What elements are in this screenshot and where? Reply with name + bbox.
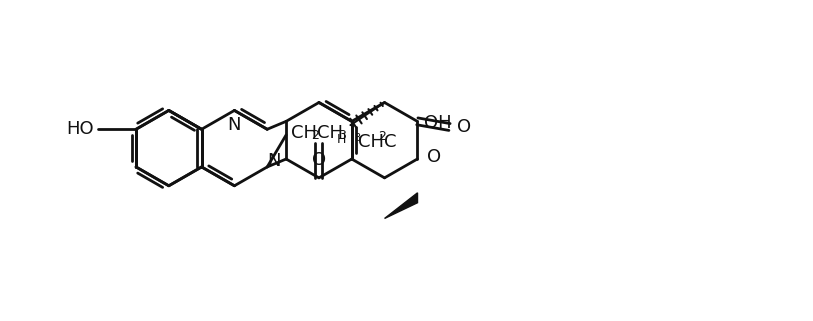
Text: 3: 3 [354, 133, 360, 143]
Text: N: N [267, 152, 281, 170]
Text: 3: 3 [338, 129, 346, 143]
Text: OH: OH [424, 114, 452, 132]
Text: 2: 2 [378, 130, 386, 143]
Text: O: O [312, 151, 326, 169]
Text: O: O [428, 148, 441, 166]
Text: O: O [458, 118, 472, 136]
Polygon shape [385, 193, 418, 219]
Text: CH: CH [291, 124, 317, 142]
Text: 2: 2 [311, 129, 319, 143]
Text: N: N [228, 117, 241, 134]
Text: CH: CH [317, 124, 343, 142]
Text: C: C [385, 133, 397, 151]
Text: H: H [337, 133, 346, 146]
Text: HO: HO [67, 120, 94, 138]
Text: CH: CH [359, 133, 385, 151]
